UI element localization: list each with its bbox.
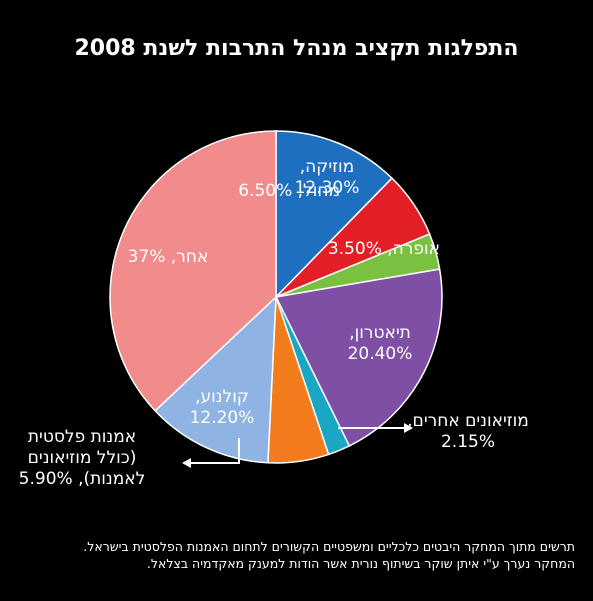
slice-label-opera: אופרה, 3.50% [328,239,440,259]
callout-arrows [182,423,413,468]
plastic-callout-line [190,438,240,464]
plastic-callout-arrowhead [182,458,191,468]
slice-label-other: אחר, 37% [128,247,209,267]
pie-slice-theater [274,268,443,447]
pie-slice-other [109,130,277,412]
slice-label-plastic: (כולל מוזיאונים [28,448,137,468]
source-note-line-2: המחקר נערך ע"י איתן שוקר בשיתוף נורית אש… [146,556,575,571]
pie-slices [109,130,443,464]
slice-label-theater: תיאטרון, [349,323,411,343]
slice-label-museums: מוזיאונים אחרים, [407,411,529,431]
museums-callout-arrowhead [404,423,413,433]
slice-label-music: 12.30% [295,178,360,198]
chart-title: התפלגות תקציב מנהל התרבות לשנת 2008 [74,36,519,61]
slice-label-cinema: קולנוע, [195,387,249,407]
source-note: תרשים מתוך המחקר היבטים כלכליים ומשפטיים… [15,538,575,572]
slice-label-cinema: 12.20% [190,408,255,428]
slice-label-plastic: אמנות פלסטית [28,427,136,447]
source-note-line-1: תרשים מתוך המחקר היבטים כלכליים ומשפטיים… [83,539,575,554]
slice-label-theater: 20.40% [348,344,413,364]
slice-label-plastic: לאמנות), 5.90% [19,469,146,489]
pie-slice-cinema [154,295,277,464]
slice-label-museums: 2.15% [441,432,495,452]
slice-labels: מוזיקה,12.30%מחול, 6.50% אופרה, 3.50% תיאט… [19,157,529,489]
pie-slice-music [275,130,394,299]
slice-label-music: מוזיקה, [300,157,354,177]
slice-label-dance: מחול, 6.50% [238,181,340,201]
